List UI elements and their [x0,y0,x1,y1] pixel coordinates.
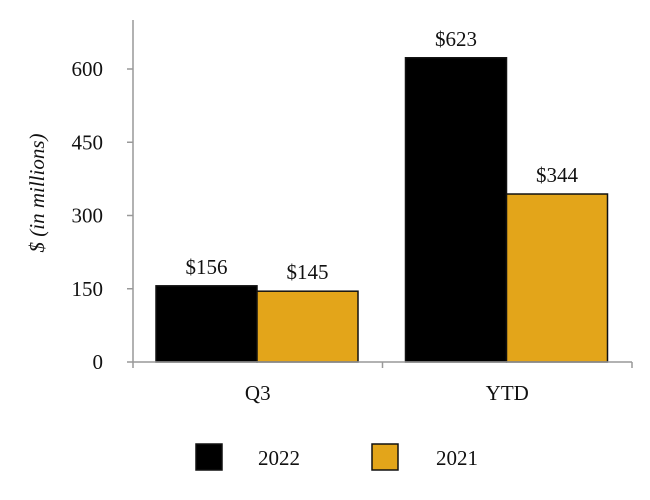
y-tick-label: 450 [72,130,104,154]
x-axis: Q3 YTD [132,361,633,405]
y-tick-label: 150 [72,277,104,301]
y-tick-label: 600 [72,57,104,81]
y-tick-label: 0 [93,350,104,374]
y-axis-label: $ (in millions) [25,133,49,252]
data-label-2021-ytd: $344 [536,163,579,187]
y-axis: 0 150 300 450 600 [72,20,134,374]
bar-2021-ytd [505,193,609,363]
bar-2022-q3 [155,285,258,363]
legend-label-2022: 2022 [258,446,300,470]
x-category-label: Q3 [245,381,271,405]
data-label-2022-q3: $156 [186,255,228,279]
bars [155,57,609,363]
legend-swatch-2022 [195,443,223,471]
bar-2022-ytd [404,57,508,363]
bar-2021-q3 [256,290,359,363]
legend-label-2021: 2021 [436,446,478,470]
data-label-2021-q3: $145 [287,260,329,284]
data-label-2022-ytd: $623 [435,27,477,51]
legend: 2022 2021 [195,443,478,471]
x-category-label: YTD [486,381,529,405]
y-tick-label: 300 [72,204,104,228]
legend-swatch-2021 [371,443,399,471]
data-labels: $156 $145 $623 $344 [186,27,579,284]
